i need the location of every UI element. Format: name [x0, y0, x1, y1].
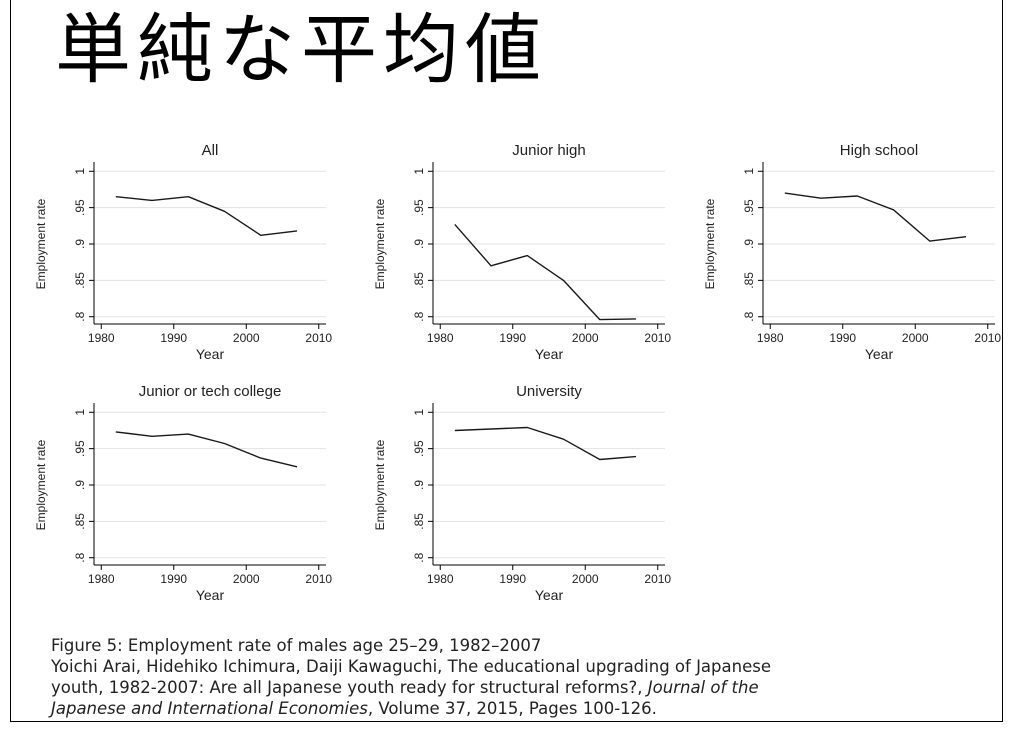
y-tick-label: .85 [73, 272, 87, 289]
x-axis-label: Year [535, 587, 564, 603]
y-axis-label: Employment rate [703, 198, 717, 289]
panel-title: Junior high [512, 142, 585, 159]
slide-frame [10, 0, 1003, 722]
y-tick-label: .85 [73, 513, 87, 530]
caption-line-3: youth, 1982-2007: Are all Japanese youth… [51, 677, 1001, 698]
x-tick-label: 2010 [644, 331, 671, 345]
x-tick-label: 2010 [305, 331, 332, 345]
caption-journal-part-1: Journal of the [647, 678, 759, 697]
y-tick-label: .8 [73, 311, 87, 321]
x-axis-label: Year [865, 346, 894, 362]
y-tick-label: .9 [412, 480, 426, 490]
x-tick-label: 1990 [499, 331, 526, 345]
y-tick-label: .85 [412, 272, 426, 289]
chart-panel: .8 .85 .9 .95 1 1980 1990 2000 2010 Junior or tec… [34, 383, 332, 603]
x-tick-label: 2000 [233, 331, 260, 345]
x-tick-label: 1990 [829, 331, 856, 345]
x-tick-label: 2000 [572, 331, 599, 345]
panel-title: University [516, 383, 582, 400]
panel-title: High school [840, 142, 918, 159]
y-tick-label: .95 [412, 440, 426, 457]
y-tick-label: 1 [412, 409, 426, 416]
y-tick-label: 1 [412, 168, 426, 175]
y-axis-label: Employment rate [34, 439, 48, 530]
y-tick-label: 1 [73, 168, 87, 175]
x-tick-label: 2000 [233, 572, 260, 586]
x-tick-label: 2010 [305, 572, 332, 586]
x-tick-label: 2000 [572, 572, 599, 586]
series-line [784, 192, 967, 242]
charts-svg: .8 .85 .9 .95 1 1980 1990 2000 2010 All Year Employ… [34, 142, 1001, 603]
caption-journal-part-2: Japanese and International Economies [51, 699, 368, 718]
y-tick-label: .9 [412, 239, 426, 249]
figure-panels: .8 .85 .9 .95 1 1980 1990 2000 2010 All Year Employ… [34, 142, 1001, 603]
x-tick-label: 2010 [974, 331, 1001, 345]
y-tick-label: .8 [742, 311, 756, 321]
panel-title: All [202, 142, 219, 159]
series-line [454, 426, 637, 461]
x-axis-label: Year [196, 346, 225, 362]
x-axis-label: Year [535, 346, 564, 362]
x-tick-label: 1990 [160, 331, 187, 345]
panel-title: Junior or tech college [139, 383, 282, 400]
y-tick-label: 1 [742, 168, 756, 175]
x-tick-label: 1990 [499, 572, 526, 586]
x-tick-label: 1980 [757, 331, 784, 345]
x-tick-label: 2010 [644, 572, 671, 586]
y-tick-label: .95 [73, 199, 87, 216]
y-tick-label: 1 [73, 409, 87, 416]
y-axis-label: Employment rate [34, 198, 48, 289]
x-tick-label: 1980 [427, 572, 454, 586]
y-tick-label: .85 [742, 272, 756, 289]
y-tick-label: .85 [412, 513, 426, 530]
caption-line-4-text: , Volume 37, 2015, Pages 100-126. [367, 699, 657, 718]
caption-line-4: Japanese and International Economies, Vo… [51, 698, 1001, 719]
x-axis-label: Year [196, 587, 225, 603]
y-tick-label: .9 [742, 239, 756, 249]
y-axis-label: Employment rate [373, 439, 387, 530]
chart-panel: .8 .85 .9 .95 1 1980 1990 2000 2010 Junior high Ye… [373, 142, 671, 362]
x-tick-label: 1980 [427, 331, 454, 345]
y-tick-label: .8 [412, 552, 426, 562]
x-tick-label: 1990 [160, 572, 187, 586]
slide-title: 単純な平均値 [55, 5, 547, 94]
y-tick-label: .95 [742, 199, 756, 216]
chart-panel: .8 .85 .9 .95 1 1980 1990 2000 2010 All Year Employ… [34, 142, 332, 362]
y-axis-label: Employment rate [373, 198, 387, 289]
caption-line-2: Yoichi Arai, Hidehiko Ichimura, Daiji Ka… [51, 657, 771, 676]
caption-line-3-text: youth, 1982-2007: Are all Japanese youth… [51, 678, 648, 697]
y-tick-label: .9 [73, 480, 87, 490]
y-tick-label: .95 [73, 440, 87, 457]
series-line [115, 195, 298, 237]
y-tick-label: .95 [412, 199, 426, 216]
x-tick-label: 1980 [88, 331, 115, 345]
y-tick-label: .8 [412, 311, 426, 321]
caption-line-1: Figure 5: Employment rate of males age 2… [51, 636, 542, 655]
figure-caption: Figure 5: Employment rate of males age 2… [51, 635, 1001, 719]
chart-panel: .8 .85 .9 .95 1 1980 1990 2000 2010 University Yea… [373, 383, 671, 603]
chart-panel: .8 .85 .9 .95 1 1980 1990 2000 2010 High school Ye… [703, 142, 1001, 362]
series-line [454, 223, 637, 321]
x-tick-label: 2000 [902, 331, 929, 345]
y-tick-label: .8 [73, 552, 87, 562]
x-tick-label: 1980 [88, 572, 115, 586]
series-line [115, 431, 298, 468]
y-tick-label: .9 [73, 239, 87, 249]
